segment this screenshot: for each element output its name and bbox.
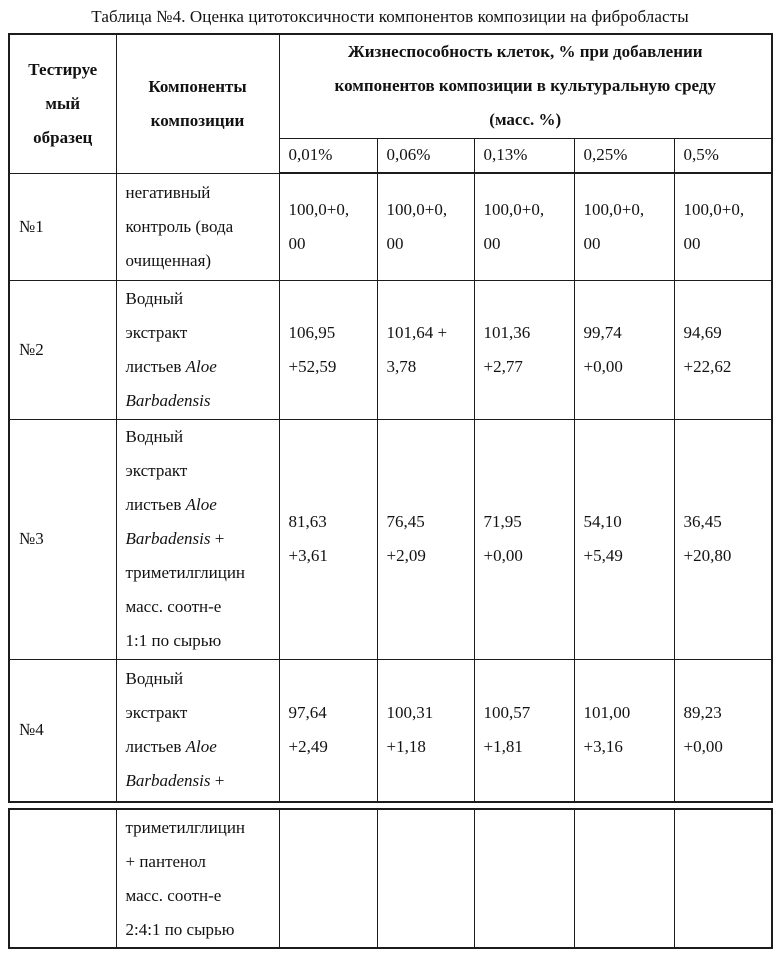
value-cell: 100,0+0, 00 xyxy=(278,172,378,281)
value-cell: 71,95 +0,00 xyxy=(473,418,575,660)
header-row: Тестируе мый образец Компоненты композиции … xyxy=(8,33,773,174)
value-cell: 106,95 +52,59 xyxy=(278,279,378,420)
value-cell: 100,0+0, 00 xyxy=(673,172,773,281)
table-row-2: №2 Водный экстракт листьев Aloe Barbadensis… xyxy=(8,279,773,420)
value-cell: 54,10 +5,49 xyxy=(573,418,675,660)
header-concentration-5: 0,5% xyxy=(673,137,773,174)
value-cell: 100,57 +1,81 xyxy=(473,658,575,803)
value-cell xyxy=(573,808,675,949)
value-cell xyxy=(376,808,475,949)
value-cell: 89,23 +0,00 xyxy=(673,658,773,803)
value-cell: 97,64 +2,49 xyxy=(278,658,378,803)
header-concentration-4: 0,25% xyxy=(573,137,675,174)
header-components: Компоненты композиции xyxy=(115,33,280,174)
component-cell: Водный экстракт листьев Aloe Barbadensis + т… xyxy=(115,418,280,660)
value-cell xyxy=(278,808,378,949)
sample-cell: №3 xyxy=(8,418,117,660)
header-concentration-1: 0,01% xyxy=(278,137,378,174)
sample-cell xyxy=(8,808,117,949)
table-row-1: №1 негативный контроль (вода очищенная) 10… xyxy=(8,172,773,281)
table-row-4: №4 Водный экстракт листьев Aloe Barbadensis… xyxy=(8,658,773,803)
value-cell: 94,69 +22,62 xyxy=(673,279,773,420)
sample-cell: №4 xyxy=(8,658,117,803)
value-cell xyxy=(673,808,773,949)
value-cell: 76,45 +2,09 xyxy=(376,418,475,660)
concentration-header-row: 0,01% 0,06% 0,13% 0,25% 0,5% xyxy=(9,137,773,174)
value-cell: 36,45 +20,80 xyxy=(673,418,773,660)
value-cell: 99,74 +0,00 xyxy=(573,279,675,420)
value-cell: 101,64 + 3,78 xyxy=(376,279,475,420)
sample-cell: №1 xyxy=(8,172,117,281)
value-cell: 101,00 +3,16 xyxy=(573,658,675,803)
component-cell: триметилглицин + пантенол масс. соотн-е 2:4… xyxy=(115,808,280,949)
value-cell: 101,36 +2,77 xyxy=(473,279,575,420)
header-concentration-2: 0,06% xyxy=(376,137,475,174)
table-row-continuation: триметилглицин + пантенол масс. соотн-е 2:4… xyxy=(8,808,773,949)
cytotoxicity-table-continuation: триметилглицин + пантенол масс. соотн-е 2:4… xyxy=(8,808,773,949)
cytotoxicity-table: Тестируе мый образец Компоненты композиции … xyxy=(8,33,773,803)
table-row-3: №3 Водный экстракт листьев Aloe Barbadensis… xyxy=(8,418,773,660)
table-caption: Таблица №4. Оценка цитотоксичности компо… xyxy=(91,7,689,26)
value-cell: 100,0+0, 00 xyxy=(376,172,475,281)
sample-cell: №2 xyxy=(8,279,117,420)
value-cell: 100,0+0, 00 xyxy=(573,172,675,281)
component-cell: Водный экстракт листьев Aloe Barbadensis xyxy=(115,279,280,420)
component-cell: негативный контроль (вода очищенная) xyxy=(115,172,280,281)
value-cell: 81,63 +3,61 xyxy=(278,418,378,660)
header-viability: Жизнеспособность клеток, % при добавлени… xyxy=(278,33,773,139)
header-tested-sample: Тестируе мый образец xyxy=(8,33,117,174)
value-cell xyxy=(473,808,575,949)
component-cell: Водный экстракт листьев Aloe Barbadensis + xyxy=(115,658,280,803)
header-concentration-3: 0,13% xyxy=(473,137,575,174)
value-cell: 100,0+0, 00 xyxy=(473,172,575,281)
value-cell: 100,31 +1,18 xyxy=(376,658,475,803)
